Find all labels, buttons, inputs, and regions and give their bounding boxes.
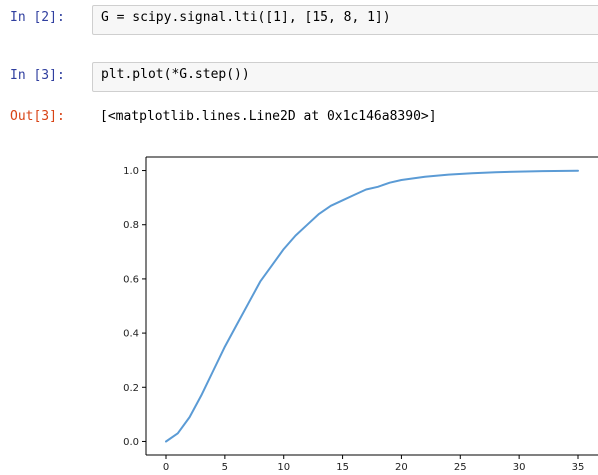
cell-3-prompt: In [3]: bbox=[10, 68, 65, 83]
step-response-plot: 0 5 10 15 20 25 30 35 0.0 0.2 0.4 0.6 0.8 1.0 bbox=[123, 156, 598, 473]
plot-ticks: 0 5 10 15 20 25 30 35 0.0 0.2 0.4 0.6 0.8 1.0 bbox=[123, 166, 584, 473]
cell-3-code-input[interactable]: plt.plot(*G.step()) bbox=[92, 62, 598, 92]
x-tick-label: 30 bbox=[513, 462, 526, 473]
cell-2-prompt: In [2]: bbox=[10, 10, 65, 25]
output-3-text: [<matplotlib.lines.Line2D at 0x1c146a839… bbox=[100, 109, 437, 124]
cell-2-code-input[interactable]: G = scipy.signal.lti([1], [15, 8, 1]) bbox=[92, 5, 598, 35]
x-tick-label: 15 bbox=[336, 462, 349, 473]
x-tick-label: 0 bbox=[163, 462, 169, 473]
x-tick-label: 5 bbox=[222, 462, 228, 473]
x-tick-label: 35 bbox=[572, 462, 585, 473]
y-tick-label: 1.0 bbox=[123, 166, 139, 177]
y-tick-label: 0.8 bbox=[123, 220, 139, 231]
x-tick-label: 10 bbox=[277, 462, 290, 473]
output-3-prompt: Out[3]: bbox=[10, 109, 65, 124]
x-tick-label: 20 bbox=[395, 462, 408, 473]
cell-2-code-text: G = scipy.signal.lti([1], [15, 8, 1]) bbox=[101, 10, 391, 25]
y-tick-label: 0.6 bbox=[123, 274, 139, 285]
y-tick-label: 0.0 bbox=[123, 437, 139, 448]
y-tick-label: 0.2 bbox=[123, 383, 139, 394]
y-tick-label: 0.4 bbox=[123, 329, 139, 340]
plot-series bbox=[165, 169, 579, 443]
step-response-line bbox=[165, 169, 579, 443]
plot-axes bbox=[145, 156, 598, 456]
cell-3-code-text: plt.plot(*G.step()) bbox=[101, 67, 250, 82]
x-tick-label: 25 bbox=[454, 462, 467, 473]
